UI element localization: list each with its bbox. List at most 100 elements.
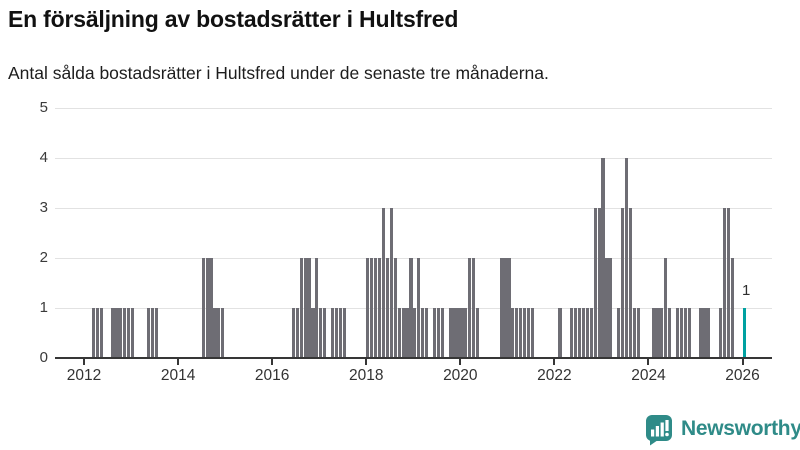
bar <box>381 208 386 358</box>
bar <box>323 308 327 358</box>
y-axis-label-2: 2 <box>39 249 48 266</box>
bar <box>119 308 123 358</box>
highlight-value-label: 1 <box>741 282 751 299</box>
bar <box>409 258 413 358</box>
bar <box>299 258 303 358</box>
bar <box>111 308 115 358</box>
bar <box>330 308 335 358</box>
bar <box>722 208 727 358</box>
bar <box>703 308 707 358</box>
bar <box>311 308 315 358</box>
bar <box>334 308 339 358</box>
bar <box>448 308 452 358</box>
bar <box>468 258 472 358</box>
bar <box>652 308 656 358</box>
bar <box>511 308 515 358</box>
chart-title: En försäljning av bostadsrätter i Hultsf… <box>8 6 459 32</box>
bar <box>315 258 319 358</box>
bar <box>401 308 405 358</box>
bar <box>574 308 578 358</box>
bar <box>617 308 621 358</box>
bar <box>421 308 425 358</box>
bar <box>303 258 307 358</box>
bar <box>621 208 625 358</box>
bar <box>91 308 96 358</box>
bar <box>374 258 378 358</box>
bar <box>456 308 460 358</box>
bar <box>385 258 390 358</box>
bar <box>570 308 574 358</box>
bar <box>632 308 636 358</box>
bar <box>476 308 480 358</box>
bar <box>523 308 527 358</box>
x-axis-label-2012: 2012 <box>66 367 102 384</box>
bar <box>319 308 323 358</box>
bar <box>660 308 664 358</box>
bar <box>115 308 119 358</box>
bar <box>719 308 723 358</box>
bar <box>99 308 103 358</box>
highlight-bar <box>742 308 746 358</box>
y-axis-label-0: 0 <box>39 349 48 366</box>
bar <box>417 258 421 358</box>
bar <box>378 258 382 358</box>
bar <box>217 308 221 358</box>
bar <box>668 308 672 358</box>
bar <box>699 308 703 358</box>
bar <box>730 258 734 358</box>
x-axis-label-2014: 2014 <box>160 367 196 384</box>
bar <box>221 308 225 358</box>
bar <box>636 308 640 358</box>
x-axis-tick-2016 <box>271 359 274 365</box>
x-axis-label-2024: 2024 <box>631 367 666 384</box>
x-axis-tick-2014 <box>177 359 180 365</box>
x-axis-line <box>55 357 772 359</box>
bar <box>605 258 609 358</box>
bar <box>436 308 440 358</box>
x-axis-label-2016: 2016 <box>254 367 290 384</box>
x-axis-tick-2026 <box>741 359 744 365</box>
bar <box>664 258 668 358</box>
bar <box>687 308 691 358</box>
bar <box>679 308 684 358</box>
bar <box>472 258 476 358</box>
bar <box>507 258 511 358</box>
bar <box>558 308 562 358</box>
bar <box>397 308 401 358</box>
bar <box>213 308 217 358</box>
newsworthy-logo: Newsworthy <box>644 412 800 446</box>
bar <box>585 308 589 358</box>
bar <box>205 258 209 358</box>
x-axis-label-2026: 2026 <box>725 367 760 384</box>
x-axis-tick-2024 <box>647 359 650 365</box>
bar <box>656 308 660 358</box>
bar <box>201 258 205 358</box>
bar <box>519 308 523 358</box>
bar <box>683 308 687 358</box>
logo-text: Newsworthy <box>681 417 800 440</box>
bar <box>499 258 503 358</box>
bar <box>515 308 519 358</box>
bar <box>127 308 131 358</box>
bar <box>95 308 99 358</box>
bar <box>154 308 158 358</box>
x-axis-tick-2022 <box>553 359 556 365</box>
y-axis-label-3: 3 <box>39 199 48 216</box>
y-axis-label-5: 5 <box>39 99 48 116</box>
gridline-y3 <box>55 207 772 209</box>
bar <box>581 308 586 358</box>
bar <box>577 308 582 358</box>
bar <box>452 308 456 358</box>
gridline-y5 <box>55 107 772 109</box>
bar <box>366 258 370 358</box>
bar <box>589 308 593 358</box>
bar <box>503 258 507 358</box>
bar <box>209 258 213 358</box>
bar <box>675 308 680 358</box>
y-axis-label-1: 1 <box>39 299 48 316</box>
x-axis-tick-2012 <box>83 359 85 365</box>
bar <box>393 258 397 358</box>
bar <box>597 208 601 358</box>
